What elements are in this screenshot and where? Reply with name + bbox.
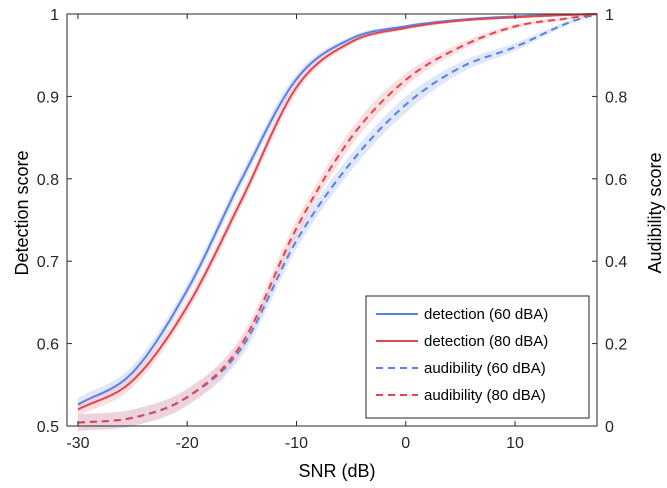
- legend-entry-1: detection (80 dBA): [424, 333, 548, 350]
- x-tick-label-0: -30: [66, 435, 89, 452]
- plot-frame: [66, 13, 598, 427]
- y-right-tick-label-4: 0.8: [605, 89, 627, 106]
- legend-box: [365, 295, 590, 419]
- confidence-bands: [77, 14, 597, 431]
- legend-entry-2: audibility (60 dBA): [424, 360, 546, 377]
- x-axis-label: SNR (dB): [298, 461, 375, 481]
- y-left-tick-label-1: 0.6: [37, 337, 59, 354]
- y-left-tick-label-5: 1: [50, 7, 59, 24]
- y-left-tick-label-0: 0.5: [37, 419, 59, 436]
- legend: detection (60 dBA) detection (80 dBA) audi…: [365, 295, 590, 419]
- x-tick-label-3: 0: [401, 435, 410, 452]
- y-right-tick-label-5: 1: [605, 7, 614, 24]
- y-left-tick-label-3: 0.8: [37, 172, 59, 189]
- series-line-3: [77, 13, 598, 424]
- y-right-tick-label-1: 0.2: [605, 337, 627, 354]
- y-right-tick-label-3: 0.6: [605, 172, 627, 189]
- x-tick-label-4: 10: [506, 435, 524, 452]
- y-left-tick-label-2: 0.7: [37, 254, 59, 271]
- series-lines: [77, 13, 598, 424]
- band-0: [77, 14, 597, 412]
- axes: -30 -20 -10 0 100.50.60.70.80.9100.20.40.60.…: [37, 7, 628, 452]
- series-line-1: [77, 13, 598, 411]
- x-tick-label-1: -20: [176, 435, 199, 452]
- x-tick-label-2: -10: [285, 435, 308, 452]
- y-left-tick-label-4: 0.9: [37, 89, 59, 106]
- y-axis-left-label: Detection score: [12, 150, 32, 275]
- y-axis-right-label: Audibility score: [645, 152, 665, 273]
- legend-entry-3: audibility (80 dBA): [424, 387, 546, 404]
- y-right-tick-label-0: 0: [605, 419, 614, 436]
- legend-entry-0: detection (60 dBA): [424, 306, 548, 323]
- y-right-tick-label-2: 0.4: [605, 254, 627, 271]
